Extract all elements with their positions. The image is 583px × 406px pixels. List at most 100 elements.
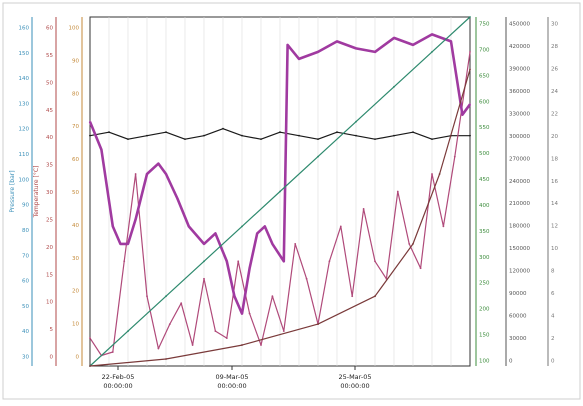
x-tick-label-time: 00:00:00 [103,382,132,390]
y-tick-label: 100 [69,26,80,32]
y-tick-label: 70 [72,124,79,130]
y-tick-label: 450 [479,177,490,183]
data-point [412,44,414,46]
data-point [203,242,205,245]
y-tick-label: 50 [72,190,79,196]
y-tick-label: 180000 [509,224,530,230]
x-tick-label-date: 22-Feb-05 [102,373,135,381]
data-point [339,225,342,228]
y-tick-label: 10 [551,246,558,252]
y-tick-label: 8 [551,269,555,275]
right-axis-depth: 750 700 650 600 550 500 450 400 350 300 250 200 150 1… [475,17,490,366]
y-tick-label: 210000 [509,201,530,207]
y-tick-label: 18 [551,156,558,162]
data-point [461,113,464,116]
y-tick-label: 110 [19,152,30,158]
data-point [127,330,129,332]
data-point [241,312,243,315]
x-tick-label-time: 00:00:00 [217,382,246,390]
y-tick-label: 80 [22,228,29,234]
y-tick-label: 55 [46,53,53,59]
data-point [263,225,266,228]
data-point [111,225,114,228]
y-tick-label: 450000 [509,22,530,28]
data-point [317,155,319,158]
series-group [88,16,472,367]
y-tick-label: 700 [479,47,490,53]
y-tick-label: 330000 [509,111,530,117]
data-point [279,190,281,193]
y-tick-label: 35 [46,163,53,169]
right-axis-counter: 4500004200003900003600003300003000002700… [505,17,530,366]
y-tick-label: 0 [509,359,513,365]
data-point [355,120,357,123]
data-point [191,344,194,346]
data-point [374,295,376,298]
y-tick-label: 0 [76,355,80,361]
y-tick-label: 400 [479,203,490,209]
data-point [336,131,338,134]
y-tick-label: 70 [22,253,29,259]
y-tick-label: 60 [46,26,53,32]
y-tick-label: 750 [479,22,490,28]
y-tick-label: 40 [46,135,53,141]
y-tick-label: 90 [72,58,79,64]
y-tick-label: 2 [551,336,555,342]
data-point [89,337,91,339]
series-line-5 [89,69,471,367]
x-tick-label-date: 25-Mar-05 [338,373,371,381]
y-tick-label: 20 [72,289,79,295]
y-axis-title: Temperature [°C] [33,166,40,219]
y-tick-label: 30 [22,355,29,361]
y-tick-label: 40 [72,223,79,229]
y-tick-label: 30 [46,190,53,196]
data-point [203,260,205,263]
data-point [248,312,251,315]
data-point [282,330,285,332]
y-tick-label: 120000 [509,269,530,275]
data-point [298,57,300,60]
data-point [469,68,471,71]
y-tick-label: 150000 [509,246,530,252]
y-tick-label: 0 [50,355,54,361]
y-tick-label: 30000 [509,336,527,342]
y-tick-label: 120 [19,127,30,133]
data-point [336,40,338,43]
y-tick-label: 20 [551,134,558,140]
data-point [165,173,167,175]
data-point [438,173,441,175]
data-point [442,225,445,228]
data-point [282,260,285,263]
grid [108,17,452,366]
data-point [271,242,274,245]
data-point [355,47,357,50]
data-point [431,33,433,36]
y-tick-label: 28 [551,44,558,50]
y-tick-label: 45 [46,108,53,114]
y-tick-label: 6 [551,291,555,297]
y-tick-label: 14 [551,201,558,207]
y-tick-label: 80 [72,91,79,97]
data-point [393,37,395,39]
data-point [157,162,160,165]
y-tick-label: 650 [479,73,490,79]
data-point [203,277,205,280]
series-line-2 [89,51,471,357]
data-point [450,40,452,43]
data-point [184,138,186,141]
data-point [225,337,228,339]
data-point [260,138,262,141]
data-point [241,225,243,228]
data-point [165,295,167,298]
y-tick-label: 90 [22,203,29,209]
y-tick-label: 240000 [509,179,530,185]
y-tick-label: 300000 [509,134,530,140]
data-point [393,85,395,88]
data-point [165,358,167,360]
data-point [260,344,262,346]
data-point [180,302,183,305]
